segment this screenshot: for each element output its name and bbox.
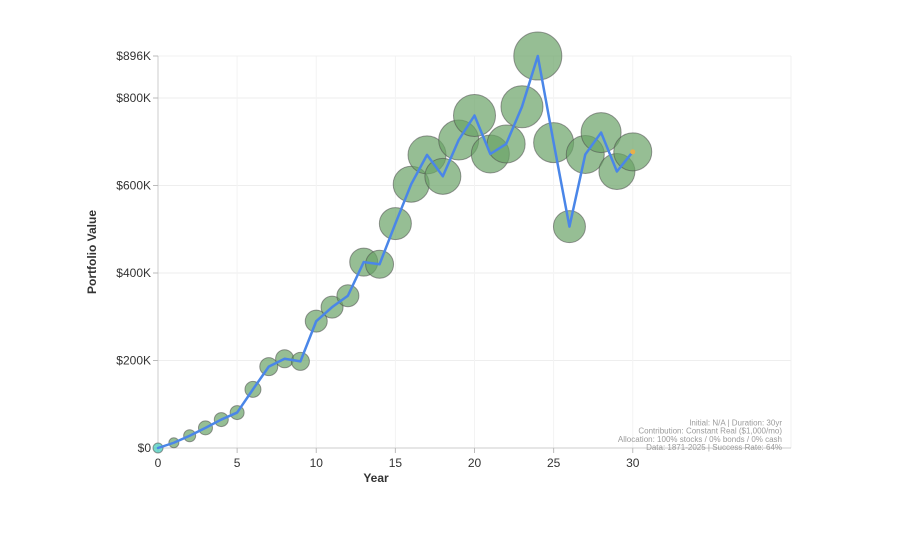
x-tick-label: 10 [310, 456, 324, 470]
bubble-layer [152, 31, 653, 454]
line-layer [156, 54, 636, 450]
x-tick-label: 30 [626, 456, 640, 470]
x-tick-label: 5 [234, 456, 241, 470]
annotation-line: Data: 1871-2025 | Success Rate: 64% [646, 443, 782, 452]
label-layer: $0 $200K $400K $600K $800K $896K 0 5 10 15 20 25 30 [116, 49, 639, 470]
y-axis-title: Portfolio Value [85, 210, 99, 294]
chart-annotation: Initial: N/A | Duration: 30yrContributio… [618, 418, 782, 452]
annotation-line: Initial: N/A | Duration: 30yr [689, 418, 782, 427]
end-point-marker [630, 149, 636, 155]
y-tick-label: $400K [116, 266, 151, 280]
y-tick-label: $896K [116, 49, 151, 63]
x-tick-label: 15 [389, 456, 403, 470]
y-tick-label: $0 [138, 441, 152, 455]
x-axis-title: Year [363, 471, 389, 485]
annotation-line: Allocation: 100% stocks / 0% bonds / 0% … [618, 435, 782, 444]
x-tick-label: 20 [468, 456, 482, 470]
y-tick-label: $200K [116, 354, 151, 368]
y-tick-label: $800K [116, 91, 151, 105]
series-line [156, 54, 634, 450]
x-tick-label: 25 [547, 456, 561, 470]
x-tick-label: 0 [155, 456, 162, 470]
y-tick-label: $600K [116, 179, 151, 193]
annotation-line: Contribution: Constant Real ($1,000/mo) [638, 427, 782, 436]
